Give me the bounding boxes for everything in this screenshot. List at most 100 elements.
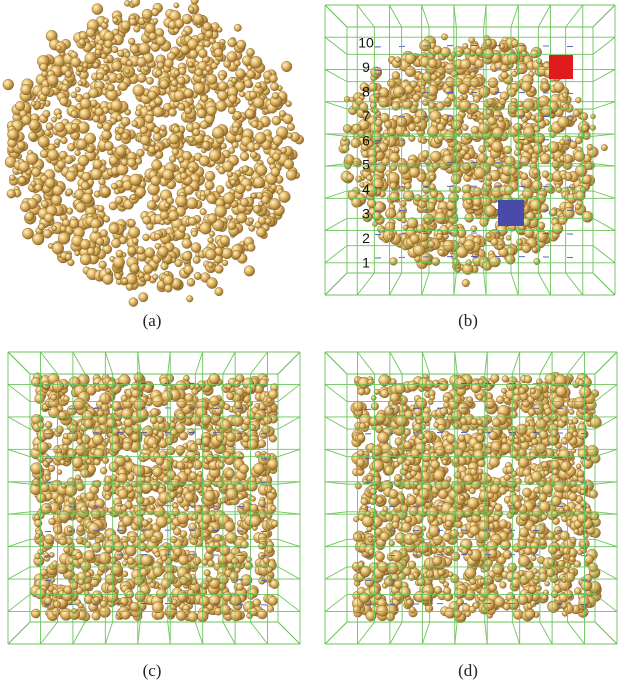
grid-line xyxy=(40,622,57,644)
particle xyxy=(501,72,509,80)
particle xyxy=(271,489,276,494)
particle xyxy=(104,40,112,48)
particle xyxy=(47,75,58,86)
particle xyxy=(110,443,120,453)
particle xyxy=(131,389,140,398)
particle xyxy=(209,150,221,162)
row-label: 4 xyxy=(362,181,370,197)
particle xyxy=(265,218,271,224)
particle xyxy=(488,117,497,126)
particle xyxy=(144,114,153,123)
row-label: 7 xyxy=(362,108,370,124)
particle xyxy=(215,287,223,295)
particle xyxy=(408,561,416,569)
particle xyxy=(38,136,50,148)
particle xyxy=(513,610,523,620)
row-label: 1 xyxy=(362,254,370,270)
particle xyxy=(506,235,511,240)
particle xyxy=(236,69,246,79)
panels: 10987654321 xyxy=(3,0,617,644)
particle xyxy=(200,121,208,129)
particle xyxy=(374,68,382,76)
particle xyxy=(253,205,261,213)
particle xyxy=(560,139,566,145)
particle xyxy=(542,83,550,91)
particle xyxy=(68,497,76,505)
particle xyxy=(209,373,220,384)
particle xyxy=(109,202,117,210)
particle xyxy=(569,409,574,414)
particle xyxy=(108,584,116,592)
particle xyxy=(193,256,200,263)
particle xyxy=(219,75,225,81)
particle xyxy=(124,418,133,427)
particle xyxy=(38,422,45,429)
particle xyxy=(222,248,233,259)
grid-line xyxy=(73,622,85,644)
particle xyxy=(41,200,49,208)
particle xyxy=(287,123,295,131)
particle xyxy=(253,177,264,188)
particle xyxy=(164,284,172,292)
particle xyxy=(45,475,51,481)
particle xyxy=(193,82,205,94)
particle xyxy=(178,555,188,565)
particle xyxy=(137,57,147,67)
particle xyxy=(352,198,362,208)
particle xyxy=(172,599,177,604)
particle xyxy=(96,73,103,80)
particle xyxy=(227,171,233,177)
particle xyxy=(515,478,522,485)
particle xyxy=(232,250,241,259)
grid-line xyxy=(73,352,85,374)
particle xyxy=(87,146,94,153)
particle xyxy=(152,485,157,490)
particle xyxy=(41,503,52,514)
particle xyxy=(131,0,139,6)
particle xyxy=(35,515,40,520)
particle xyxy=(271,184,277,190)
grid-line xyxy=(278,622,300,644)
particle xyxy=(218,82,228,92)
particle xyxy=(143,216,151,224)
particle xyxy=(43,110,50,117)
grid-line xyxy=(593,246,615,263)
particle xyxy=(249,218,254,223)
particle xyxy=(286,170,297,181)
particle xyxy=(409,607,415,613)
grid-line xyxy=(223,352,235,374)
particle xyxy=(447,211,454,218)
particle xyxy=(375,119,383,127)
particle xyxy=(516,239,522,245)
particle xyxy=(465,567,476,578)
particle xyxy=(132,238,138,244)
particle xyxy=(92,543,102,553)
particle xyxy=(502,376,509,383)
particle xyxy=(196,439,202,445)
particle xyxy=(127,158,136,167)
particle xyxy=(241,541,249,549)
particle xyxy=(121,395,128,402)
particle xyxy=(251,193,256,198)
particle xyxy=(554,82,565,93)
particle xyxy=(388,128,396,136)
particle xyxy=(220,236,230,246)
particle xyxy=(491,141,502,152)
particle xyxy=(207,106,217,116)
particle xyxy=(407,218,418,229)
particle xyxy=(128,38,135,45)
particle xyxy=(287,133,293,139)
particle xyxy=(51,195,62,206)
row-label: 8 xyxy=(362,84,370,100)
particle xyxy=(508,88,517,97)
particle xyxy=(89,88,99,98)
particle xyxy=(587,144,593,150)
particle xyxy=(79,39,86,46)
particle xyxy=(171,429,178,436)
particle xyxy=(390,164,397,171)
particle xyxy=(281,147,287,153)
particle xyxy=(118,489,128,499)
particle xyxy=(150,417,157,424)
particle xyxy=(58,232,70,244)
particle xyxy=(563,154,572,163)
